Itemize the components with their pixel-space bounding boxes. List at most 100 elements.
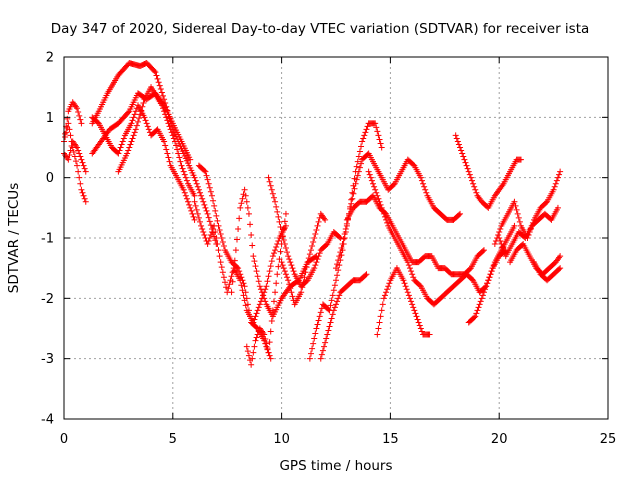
data-point	[267, 355, 274, 362]
data-point	[270, 298, 277, 305]
data-point	[360, 135, 367, 142]
data-point	[414, 316, 421, 323]
data-point	[329, 292, 336, 299]
data-point	[164, 150, 171, 157]
data-point	[210, 197, 217, 204]
data-point	[423, 189, 430, 196]
data-point	[65, 156, 72, 163]
data-point	[350, 190, 357, 197]
data-point	[315, 317, 322, 324]
data-point	[243, 295, 250, 302]
data-point	[408, 298, 415, 305]
data-point	[280, 225, 287, 232]
data-point	[355, 153, 362, 160]
data-point	[404, 289, 411, 296]
data-point	[218, 264, 225, 271]
data-point	[278, 228, 285, 235]
data-point	[78, 186, 85, 193]
data-point	[517, 156, 524, 163]
data-point	[333, 277, 339, 284]
data-point	[311, 235, 318, 241]
data-point	[273, 280, 280, 287]
data-point	[168, 129, 175, 136]
data-point	[72, 158, 79, 165]
data-point	[464, 165, 471, 172]
data-point	[252, 337, 259, 344]
data-point	[255, 278, 262, 285]
data-point	[125, 109, 132, 116]
data-point	[307, 350, 314, 357]
data-point	[486, 274, 493, 281]
data-point	[497, 225, 504, 232]
data-point	[377, 201, 384, 208]
data-point	[256, 301, 263, 308]
data-point	[310, 340, 317, 347]
data-point	[253, 268, 260, 275]
data-point	[158, 102, 165, 109]
data-point	[120, 135, 127, 142]
data-point	[191, 216, 198, 223]
data-point	[232, 247, 239, 254]
data-point	[403, 286, 410, 293]
data-series	[89, 90, 194, 163]
data-point	[409, 271, 416, 278]
data-point	[240, 280, 247, 287]
data-point	[473, 310, 480, 317]
data-point	[287, 285, 294, 292]
data-point	[277, 248, 284, 255]
data-point	[409, 301, 416, 308]
data-point	[231, 257, 238, 264]
data-point	[250, 349, 257, 356]
data-point	[206, 184, 213, 191]
data-point	[235, 265, 242, 272]
data-series	[278, 210, 329, 308]
data-point	[130, 132, 137, 139]
y-tick-label: -3	[41, 352, 54, 367]
data-point	[317, 355, 324, 362]
data-point	[144, 123, 151, 130]
data-point	[420, 180, 427, 187]
data-point	[239, 287, 246, 294]
data-point	[201, 201, 208, 208]
data-point	[267, 182, 274, 189]
data-point	[206, 218, 213, 225]
data-point	[416, 322, 423, 329]
data-point	[129, 117, 136, 124]
data-point	[204, 176, 211, 183]
data-point	[513, 206, 520, 213]
data-point	[516, 218, 523, 225]
data-point	[268, 258, 275, 265]
data-point	[542, 199, 549, 206]
data-point	[210, 225, 217, 232]
data-point	[467, 174, 474, 181]
data-point	[410, 274, 417, 281]
data-point	[270, 250, 277, 257]
data-point	[203, 172, 210, 179]
data-point	[371, 183, 378, 190]
data-point	[242, 192, 249, 199]
data-point	[205, 214, 212, 221]
data-point	[82, 198, 89, 205]
data-series	[306, 120, 385, 362]
data-series	[89, 102, 198, 223]
data-point	[76, 174, 83, 181]
data-point	[220, 274, 227, 281]
data-point	[74, 144, 81, 151]
data-point	[318, 305, 325, 312]
data-point	[288, 289, 295, 296]
data-point	[334, 298, 341, 305]
data-point	[284, 274, 291, 281]
data-point	[262, 336, 269, 343]
data-point	[140, 100, 147, 107]
data-point	[309, 345, 316, 352]
data-point	[312, 230, 319, 237]
data-point	[322, 339, 329, 346]
data-point	[330, 307, 337, 314]
data-point	[275, 263, 282, 270]
data-point	[183, 195, 190, 202]
data-point	[219, 239, 226, 246]
data-point	[167, 126, 174, 133]
data-point	[197, 189, 203, 196]
data-point	[495, 231, 502, 238]
data-point	[314, 321, 321, 328]
